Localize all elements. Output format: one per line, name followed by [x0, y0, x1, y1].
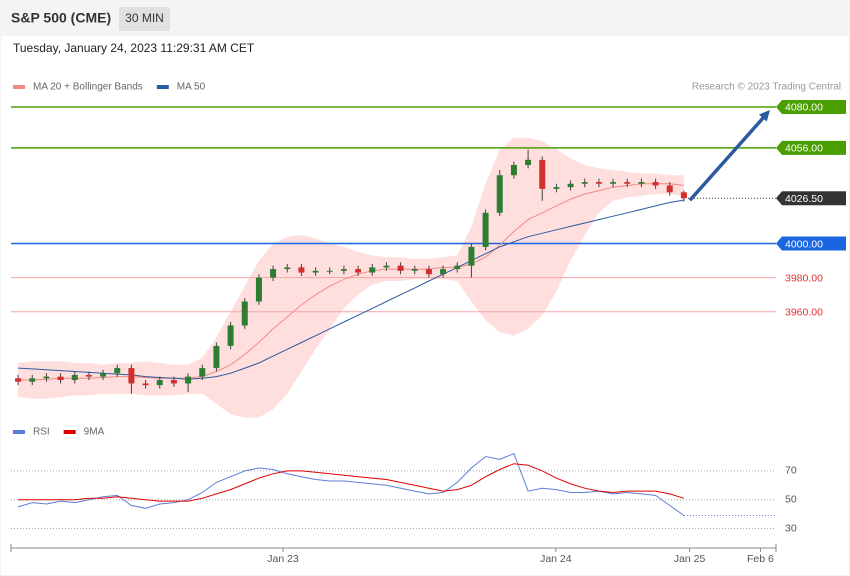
- subtitle: Tuesday, January 24, 2023 11:29:31 AM CE…: [13, 41, 255, 55]
- legend-label: 9MA: [84, 427, 105, 438]
- candle-body: [298, 267, 305, 273]
- candle-body: [510, 164, 517, 176]
- level-label-box: [776, 236, 846, 251]
- y-tick-label: 30: [785, 522, 797, 534]
- candle-body: [199, 368, 206, 377]
- candle-body: [312, 270, 319, 273]
- candle-body: [114, 368, 121, 374]
- candle-body: [43, 376, 50, 379]
- candle-body: [185, 376, 192, 384]
- timeframe: 30 MIN: [125, 11, 164, 25]
- candle-body: [156, 380, 163, 386]
- candle-body: [610, 182, 617, 184]
- candle-body: [638, 182, 645, 184]
- level-label: 4000.00: [785, 238, 823, 250]
- candle-body: [85, 374, 92, 377]
- candle-body: [29, 378, 36, 382]
- level-label: 4056.00: [785, 143, 823, 155]
- candle-body: [383, 265, 390, 268]
- y-tick-label: 70: [785, 465, 797, 477]
- y-tick-label: 50: [785, 493, 797, 505]
- candle-body: [581, 182, 588, 184]
- candle-body: [340, 269, 347, 271]
- candle-body: [553, 187, 560, 189]
- candle-body: [355, 269, 362, 273]
- chart-title: S&P 500 (CME): [11, 10, 111, 26]
- level-label: 4080.00: [785, 102, 823, 114]
- indicator-line: [18, 463, 685, 502]
- candle-body: [496, 175, 503, 213]
- candle-body: [326, 270, 333, 272]
- candle-body: [128, 368, 135, 384]
- candle-body: [482, 212, 489, 247]
- candle-body: [440, 269, 447, 275]
- candle-body: [241, 301, 248, 326]
- candle-body: [666, 185, 673, 193]
- x-tick-label: Feb 6: [747, 553, 774, 565]
- candle-body: [652, 182, 659, 186]
- candle-body: [595, 182, 602, 184]
- x-tick-label: Jan 23: [267, 553, 299, 565]
- candle-body: [227, 325, 234, 346]
- x-tick-label: Jan 24: [540, 553, 572, 565]
- legend-label: MA 50: [177, 82, 206, 93]
- candle-body: [454, 265, 461, 270]
- legend-swatch: [13, 430, 25, 434]
- candle-body: [15, 378, 22, 382]
- candle-body: [397, 265, 404, 271]
- candle-body: [624, 182, 631, 184]
- level-label: 3960.00: [785, 307, 823, 319]
- candle-body: [369, 267, 376, 273]
- candle-body: [170, 380, 177, 384]
- level-label: 4026.50: [785, 193, 823, 205]
- forecast-arrowhead: [758, 109, 770, 122]
- candle-body: [425, 269, 432, 275]
- candle-body: [539, 159, 546, 189]
- candle-body: [213, 345, 220, 369]
- candle-body: [255, 277, 262, 302]
- candle-body: [284, 267, 291, 270]
- legend-swatch: [63, 430, 76, 434]
- candle-body: [270, 269, 277, 278]
- candle-body: [680, 192, 687, 199]
- x-tick-label: Jan 25: [674, 553, 706, 565]
- level-label-box: [776, 191, 846, 206]
- legend-swatch: [156, 85, 169, 89]
- candle-body: [57, 376, 64, 381]
- candle-body: [142, 383, 149, 386]
- candle-body: [468, 246, 475, 266]
- level-label-box: [776, 140, 846, 155]
- forecast-arrow: [688, 115, 766, 202]
- attribution: Research © 2023 Trading Central: [692, 82, 841, 93]
- candle-body: [100, 373, 107, 377]
- candle-body: [567, 183, 574, 188]
- candle-body: [71, 374, 78, 381]
- timeframe-badge: [119, 7, 170, 31]
- level-label: 3980.00: [785, 272, 823, 284]
- indicator-line: [17, 452, 685, 516]
- legend-swatch: [13, 85, 25, 89]
- level-label-box: [776, 99, 846, 114]
- candle-body: [411, 269, 418, 271]
- legend-label: MA 20 + Bollinger Bands: [33, 82, 143, 93]
- candle-body: [525, 159, 532, 165]
- legend-label: RSI: [33, 427, 50, 438]
